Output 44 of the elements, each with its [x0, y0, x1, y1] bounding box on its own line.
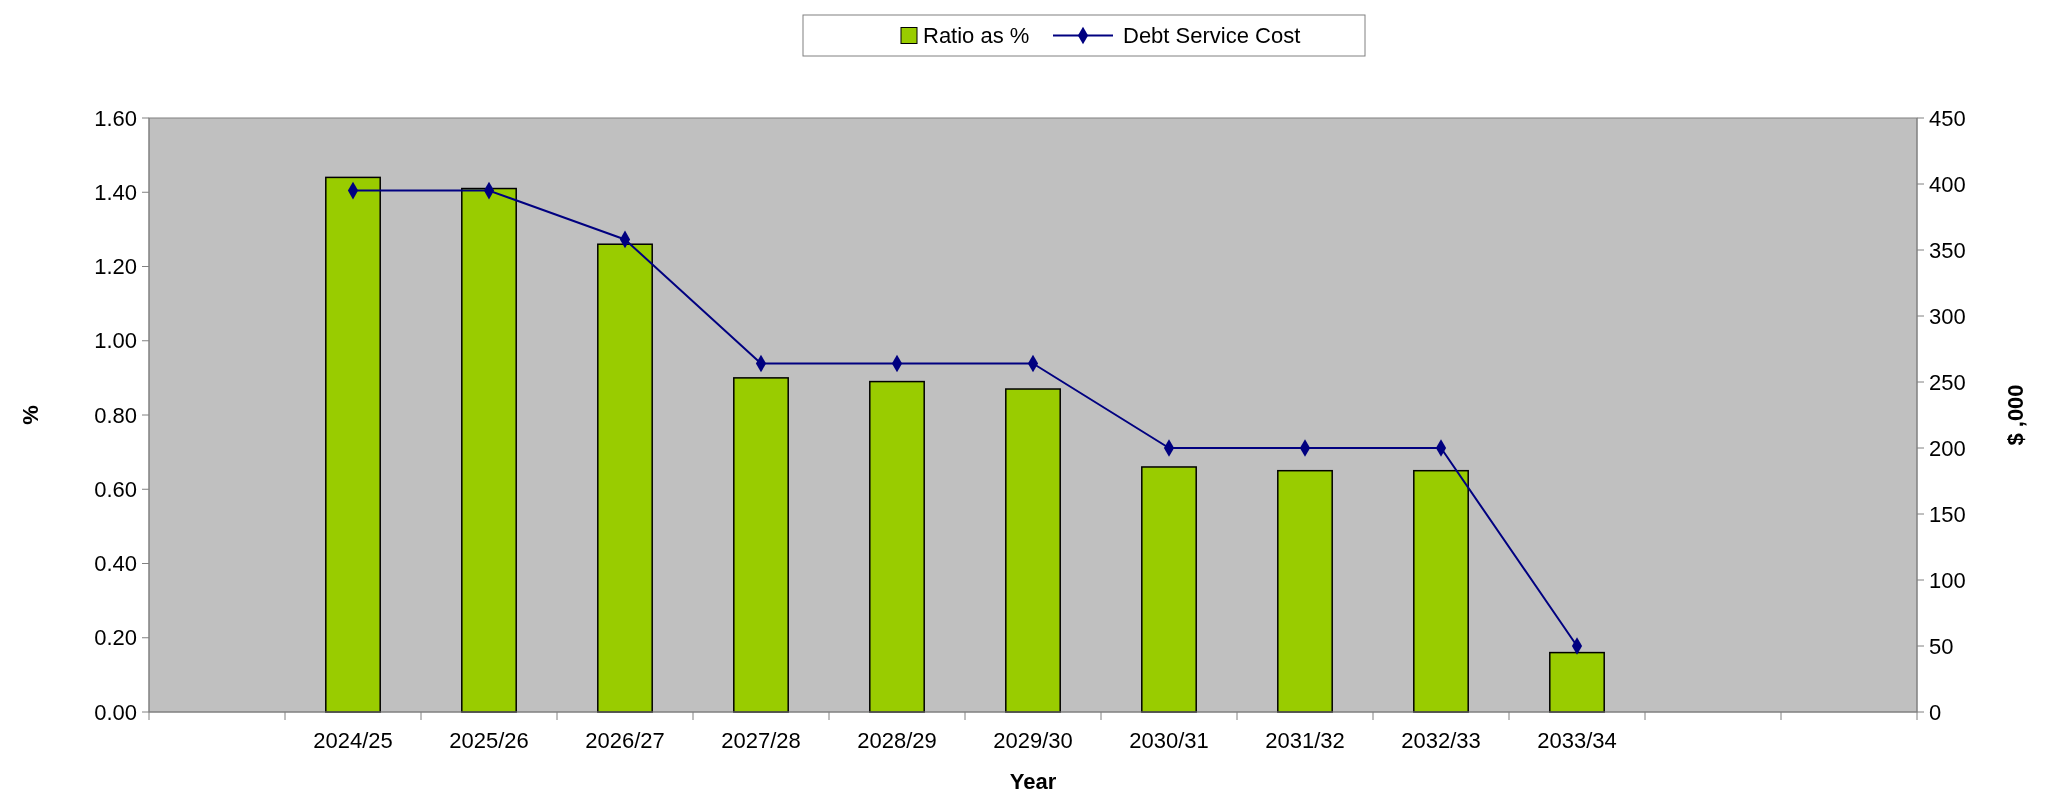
y-tick-label: 1.60 [94, 105, 137, 131]
bar [1413, 469, 1469, 713]
y2-tick-label: 150 [1929, 501, 1966, 527]
y-tick-label: 0.40 [94, 551, 137, 577]
y-tick-label: 1.40 [94, 179, 137, 205]
x-tick-label: 2031/32 [1265, 728, 1345, 753]
y-tick-label: 1.00 [94, 328, 137, 354]
legend-label: Ratio as % [923, 23, 1030, 49]
bar [1005, 388, 1061, 713]
y2-tick-label: 250 [1929, 369, 1966, 395]
bar [1141, 466, 1197, 713]
bar [869, 380, 925, 713]
bar [325, 176, 381, 713]
y2-axis-title: $ ,000 [2003, 384, 2028, 446]
y2-tick-label: 400 [1929, 171, 1966, 197]
bar [733, 377, 789, 713]
y2-tick-label: 0 [1929, 699, 1942, 725]
y2-tick-label: 200 [1929, 435, 1966, 461]
y2-tick-label: 350 [1929, 237, 1966, 263]
x-axis-title: Year [1009, 769, 1057, 794]
y-tick-label: 0.20 [94, 625, 137, 651]
x-tick-label: 2025/26 [449, 728, 529, 753]
x-tick-label: 2030/31 [1129, 728, 1209, 753]
y2-tick-label: 50 [1929, 633, 1954, 659]
x-tick-label: 2028/29 [857, 728, 937, 753]
y2-tick-label: 100 [1929, 567, 1966, 593]
y-tick-label: 0.00 [94, 699, 137, 725]
y-tick-label: 0.60 [94, 476, 137, 502]
bar [1549, 651, 1605, 713]
x-tick-label: 2029/30 [993, 728, 1073, 753]
x-tick-label: 2026/27 [585, 728, 665, 753]
y-tick-label: 0.80 [94, 402, 137, 428]
y2-tick-label: 450 [1929, 105, 1966, 131]
y-tick-label: 1.20 [94, 254, 137, 280]
x-tick-label: 2033/34 [1537, 728, 1617, 753]
y-axis-title: % [18, 405, 43, 425]
x-tick-label: 2032/33 [1401, 728, 1481, 753]
x-tick-label: 2027/28 [721, 728, 801, 753]
x-tick-label: 2024/25 [313, 728, 393, 753]
bar [1277, 469, 1333, 713]
bar [597, 243, 653, 713]
legend-label: Debt Service Cost [1123, 23, 1301, 49]
y2-tick-label: 300 [1929, 303, 1966, 329]
bar [461, 187, 517, 713]
